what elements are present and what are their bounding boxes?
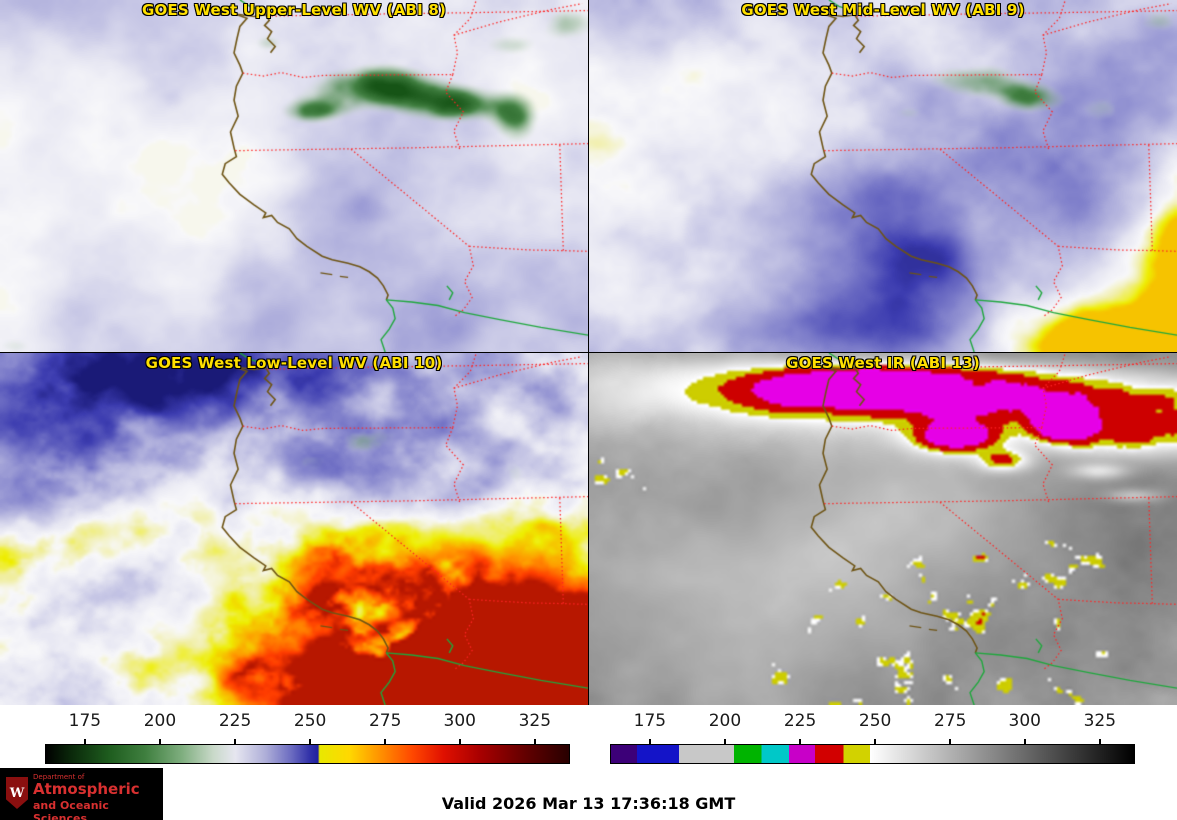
ir-colorbar-wrap: [610, 739, 1135, 764]
panel-grid: GOES West Upper-Level WV (ABI 8) GOES We…: [0, 0, 1177, 705]
colorbar-tick-mark: [309, 739, 312, 744]
logo-text: Department of Atmospheric and Oceanic Sc…: [33, 773, 161, 820]
panel-ir: GOES West IR (ABI 13): [589, 353, 1177, 705]
colorbar-tick-label: 250: [293, 711, 327, 731]
uw-crest-icon: W: [6, 777, 28, 809]
colorbar-tick-mark: [949, 739, 952, 744]
colorbar-tick-mark: [723, 739, 726, 744]
footer: W Department of Atmospheric and Oceanic …: [0, 768, 1177, 820]
wv-colorbar: [45, 744, 570, 764]
wv-colorbar-ticks: 175 200 225 250 275 300 325: [45, 711, 570, 737]
colorbar-tick-label: 325: [518, 711, 552, 731]
colorbar-tick-mark: [158, 739, 161, 744]
colorbar-tick-label: 300: [443, 711, 476, 731]
colorbar-tick-label: 275: [368, 711, 402, 731]
colorbar-tick-mark: [234, 739, 237, 744]
colorbar-tick-mark: [799, 739, 802, 744]
uw-aos-logo: W Department of Atmospheric and Oceanic …: [0, 768, 163, 820]
panel-upper-level-wv: GOES West Upper-Level WV (ABI 8): [0, 0, 588, 352]
valid-timestamp: Valid 2026 Mar 13 17:36:18 GMT: [441, 794, 736, 813]
ir-colorbar-block: 175 200 225 250 275 300 325: [589, 705, 1177, 770]
ir-colorbar: [610, 744, 1135, 764]
colorbar-tick-label: 325: [1083, 711, 1117, 731]
logo-dept-line: Department of: [33, 773, 85, 781]
wv-colorbar-wrap: [45, 739, 570, 764]
satellite-image-abi9: [589, 0, 1177, 352]
ir-colorbar-ticks: 175 200 225 250 275 300 325: [610, 711, 1135, 737]
panel-title-abi9: GOES West Mid-Level WV (ABI 9): [741, 1, 1025, 19]
colorbar-tick-mark: [1098, 739, 1101, 744]
colorbar-tick-label: 225: [783, 711, 817, 731]
colorbar-tick-mark: [874, 739, 877, 744]
satellite-image-abi8: [0, 0, 588, 352]
panel-title-abi10: GOES West Low-Level WV (ABI 10): [145, 354, 443, 372]
colorbar-tick-mark: [533, 739, 536, 744]
satellite-image-abi10: [0, 353, 588, 705]
wv-colorbar-block: 175 200 225 250 275 300 325: [0, 705, 588, 770]
logo-atmospheric-line: Atmospheric: [33, 780, 140, 799]
panel-low-level-wv: GOES West Low-Level WV (ABI 10): [0, 353, 588, 705]
colorbar-tick-mark: [1023, 739, 1026, 744]
crest-letter: W: [9, 785, 25, 801]
colorbar-tick-mark: [384, 739, 387, 744]
logo-oceanic-line: and Oceanic Sciences: [33, 798, 109, 820]
colorbar-tick-label: 300: [1008, 711, 1041, 731]
colorbar-tick-label: 250: [858, 711, 892, 731]
colorbar-tick-label: 175: [68, 711, 102, 731]
colorbar-tick-mark: [83, 739, 86, 744]
colorbar-tick-label: 225: [218, 711, 252, 731]
colorbar-tick-label: 275: [933, 711, 967, 731]
colorbar-tick-label: 175: [633, 711, 667, 731]
panel-title-abi8: GOES West Upper-Level WV (ABI 8): [141, 1, 447, 19]
colorbar-tick-label: 200: [143, 711, 177, 731]
satellite-image-abi13: [589, 353, 1177, 705]
colorbar-tick-label: 200: [708, 711, 742, 731]
colorbar-tick-mark: [458, 739, 461, 744]
panel-mid-level-wv: GOES West Mid-Level WV (ABI 9): [589, 0, 1177, 352]
colorbar-tick-mark: [648, 739, 651, 744]
panel-title-abi13: GOES West IR (ABI 13): [786, 354, 980, 372]
